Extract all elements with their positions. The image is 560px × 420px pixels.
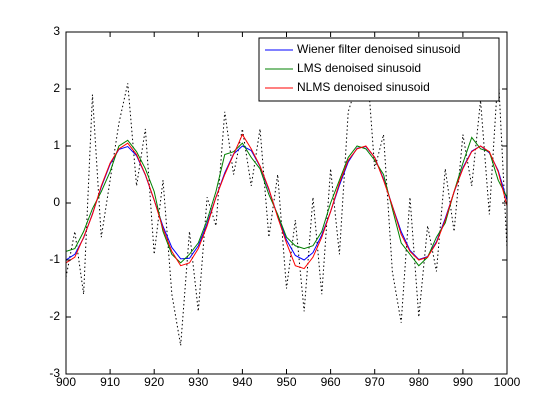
line-series: [66, 133, 507, 270]
x-tick-label: 970: [365, 375, 385, 389]
x-tick-label: 990: [453, 375, 473, 389]
legend-label: LMS denoised sinusoid: [297, 61, 421, 75]
legend-box: [258, 37, 500, 102]
y-tick-label: 1: [53, 138, 60, 152]
x-tick-label: 1000: [494, 375, 521, 389]
x-tick-label: 940: [232, 375, 252, 389]
legend-label: Wiener filter denoised sinusoid: [297, 42, 460, 56]
x-tick-label: 960: [321, 375, 341, 389]
x-tick-label: 900: [56, 375, 76, 389]
x-tick-label: 930: [188, 375, 208, 389]
y-tick-label: -2: [49, 309, 60, 323]
x-tick-label: 980: [409, 375, 429, 389]
y-tick-label: -1: [49, 252, 60, 266]
y-tick-label: 2: [53, 81, 60, 95]
line-series: [66, 136, 507, 267]
y-tick-label: -3: [49, 366, 60, 380]
line-series: [66, 48, 507, 346]
x-tick-label: 920: [144, 375, 164, 389]
legend-label: NLMS denoised sinusoid: [297, 80, 430, 94]
y-tick-label: 0: [53, 195, 60, 209]
x-tick-label: 950: [276, 375, 296, 389]
y-tick-label: 3: [53, 24, 60, 38]
x-tick-label: 910: [100, 375, 120, 389]
